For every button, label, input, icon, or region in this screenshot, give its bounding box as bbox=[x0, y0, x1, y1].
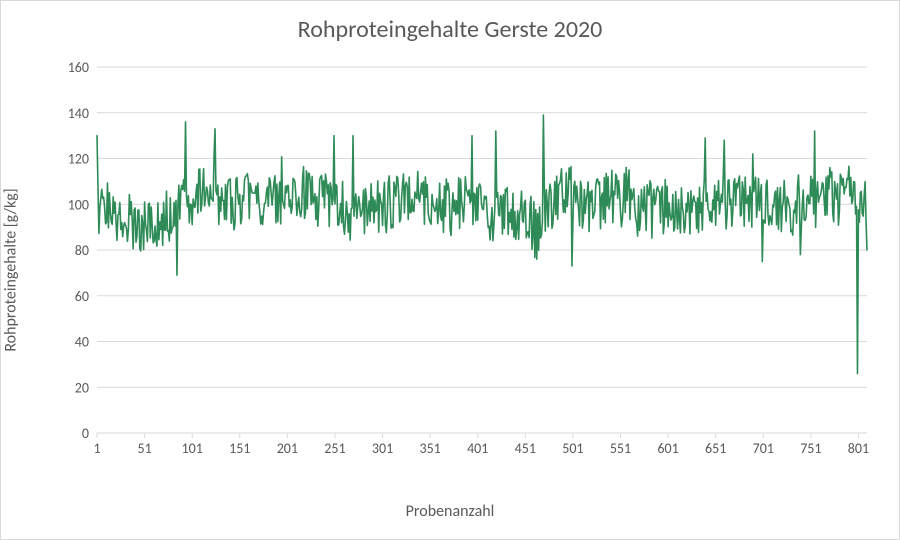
x-tick-label: 401 bbox=[467, 440, 488, 457]
x-tick-label: 151 bbox=[229, 440, 250, 457]
x-tick-label: 1 bbox=[93, 440, 100, 457]
plot-area: 0204060801001201401601511011512012513013… bbox=[55, 63, 871, 461]
y-tick-label: 100 bbox=[68, 196, 89, 213]
x-tick-label: 351 bbox=[419, 440, 440, 457]
data-series-line bbox=[97, 115, 867, 373]
x-tick-label: 101 bbox=[182, 440, 203, 457]
x-tick-label: 201 bbox=[277, 440, 298, 457]
y-axis-label: Rohproteingehalte [g/kg] bbox=[2, 188, 21, 351]
x-tick-label: 701 bbox=[753, 440, 774, 457]
y-tick-label: 60 bbox=[75, 288, 89, 305]
x-axis-label: Probenanzahl bbox=[406, 502, 495, 521]
x-tick-label: 451 bbox=[515, 440, 536, 457]
x-tick-label: 551 bbox=[610, 440, 631, 457]
x-tick-label: 51 bbox=[137, 440, 151, 457]
x-tick-label: 301 bbox=[372, 440, 393, 457]
y-tick-label: 160 bbox=[68, 59, 89, 76]
chart-container: Rohproteingehalte Gerste 2020 Rohprotein… bbox=[0, 0, 900, 540]
y-tick-label: 140 bbox=[68, 105, 89, 122]
plot-svg: 0204060801001201401601511011512012513013… bbox=[55, 63, 871, 461]
x-tick-label: 751 bbox=[800, 440, 821, 457]
x-tick-label: 501 bbox=[562, 440, 583, 457]
chart-title: Rohproteingehalte Gerste 2020 bbox=[1, 15, 899, 44]
y-tick-label: 0 bbox=[82, 425, 89, 442]
x-tick-label: 251 bbox=[324, 440, 345, 457]
y-tick-label: 80 bbox=[75, 242, 89, 259]
x-tick-label: 801 bbox=[848, 440, 869, 457]
y-tick-label: 120 bbox=[68, 151, 89, 168]
y-tick-label: 40 bbox=[75, 334, 89, 351]
x-tick-label: 601 bbox=[657, 440, 678, 457]
x-tick-label: 651 bbox=[705, 440, 726, 457]
y-tick-label: 20 bbox=[75, 379, 89, 396]
